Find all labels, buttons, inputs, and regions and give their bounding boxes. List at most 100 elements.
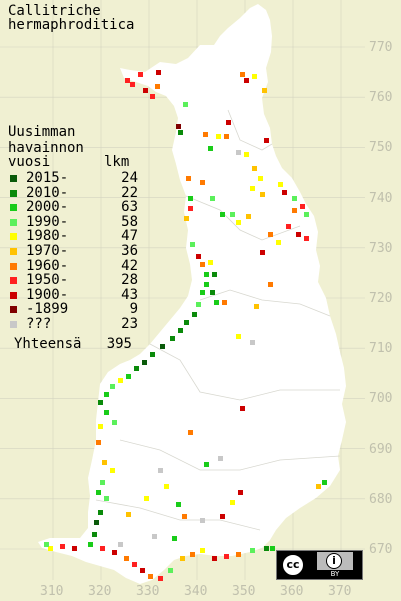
occurrence-square [268, 282, 273, 287]
legend-swatch [10, 233, 17, 241]
occurrence-square [172, 536, 177, 541]
legend-label: 1900- [26, 286, 69, 303]
legend-header-line1: Uusimman [8, 124, 76, 140]
legend-swatch [10, 262, 17, 270]
occurrence-square [188, 430, 193, 435]
total-count: 395 [106, 336, 132, 352]
legend-swatch [10, 306, 17, 314]
occurrence-square [138, 72, 143, 77]
legend-count: 9 [129, 301, 138, 318]
occurrence-square [220, 212, 225, 217]
legend-header-line2: havainnon [8, 140, 84, 156]
occurrence-square [176, 502, 181, 507]
legend-count: 28 [121, 272, 138, 289]
occurrence-square [222, 300, 227, 305]
legend-row: 1950- 28 [8, 273, 158, 287]
legend-swatch [10, 189, 17, 197]
occurrence-square [250, 340, 255, 345]
occurrence-square [224, 134, 229, 139]
occurrence-square [240, 72, 245, 77]
occurrence-square [140, 568, 145, 573]
occurrence-square [254, 304, 259, 309]
legend-row: 1980- 47 [8, 229, 158, 243]
legend-label: 2000- [26, 199, 69, 216]
occurrence-square [250, 186, 255, 191]
occurrence-square [160, 344, 165, 349]
x-tick-label: 330 [136, 584, 160, 599]
total-label: Yhteensä [14, 336, 82, 352]
occurrence-square [170, 336, 175, 341]
occurrence-square [292, 196, 297, 201]
legend-count: 23 [121, 316, 138, 332]
legend-label: ??? [26, 316, 52, 332]
occurrence-square [292, 208, 297, 213]
occurrence-square [262, 88, 267, 93]
occurrence-square [72, 546, 77, 551]
occurrence-square [200, 180, 205, 185]
y-tick-label: 720 [369, 291, 393, 306]
legend-swatch [10, 218, 17, 226]
legend-count: 58 [121, 213, 138, 230]
occurrence-square [258, 176, 263, 181]
x-tick-label: 350 [232, 584, 256, 599]
cc-by-license-badge[interactable]: cc i BY [276, 550, 363, 580]
occurrence-square [208, 260, 213, 265]
occurrence-square [230, 212, 235, 217]
legend-row: 1960- 42 [8, 259, 158, 273]
occurrence-square [178, 328, 183, 333]
legend-count: 47 [121, 228, 138, 245]
occurrence-square [214, 300, 219, 305]
y-tick-label: 730 [369, 240, 393, 256]
occurrence-square [188, 206, 193, 211]
legend-swatch [10, 291, 17, 299]
y-tick-label: 770 [369, 40, 393, 55]
occurrence-square [226, 120, 231, 125]
occurrence-square [220, 514, 225, 519]
occurrence-square [270, 546, 275, 551]
occurrence-square [304, 212, 309, 217]
occurrence-square [196, 254, 201, 259]
occurrence-square [142, 360, 147, 365]
occurrence-square [144, 496, 149, 501]
occurrence-square [212, 272, 217, 277]
occurrence-square [150, 352, 155, 357]
occurrence-square [156, 70, 161, 75]
occurrence-square [112, 420, 117, 425]
y-tick-label: 680 [369, 491, 393, 507]
occurrence-square [300, 204, 305, 209]
occurrence-square [60, 544, 65, 549]
occurrence-square [244, 78, 249, 83]
person-icon: i [326, 553, 342, 569]
occurrence-square [104, 392, 109, 397]
legend-label: 1950- [26, 272, 69, 289]
occurrence-square [278, 182, 283, 187]
occurrence-square [100, 480, 105, 485]
occurrence-square [143, 88, 148, 93]
occurrence-square [118, 542, 123, 547]
occurrence-square [96, 440, 101, 445]
occurrence-square [126, 512, 131, 517]
occurrence-square [164, 484, 169, 489]
occurrence-square [200, 548, 205, 553]
x-tick-label: 310 [40, 584, 64, 599]
occurrence-square [184, 216, 189, 221]
occurrence-square [148, 574, 153, 579]
legend-label: 1960- [26, 257, 69, 274]
legend-count: 36 [121, 243, 138, 259]
species-title-line2: hermaphroditica [8, 17, 135, 33]
legend-swatch [10, 248, 17, 255]
legend-count-header: lkm [104, 154, 130, 170]
occurrence-square [204, 462, 209, 467]
occurrence-square [252, 74, 257, 79]
occurrence-square [126, 374, 131, 379]
occurrence-square [110, 384, 115, 389]
by-label: BY [330, 570, 340, 578]
occurrence-square [236, 150, 241, 155]
occurrence-square [168, 568, 173, 573]
occurrence-square [286, 224, 291, 229]
y-tick-label: 700 [369, 391, 393, 407]
occurrence-square [196, 302, 201, 307]
province-borders [95, 109, 341, 531]
occurrence-square [230, 500, 235, 505]
